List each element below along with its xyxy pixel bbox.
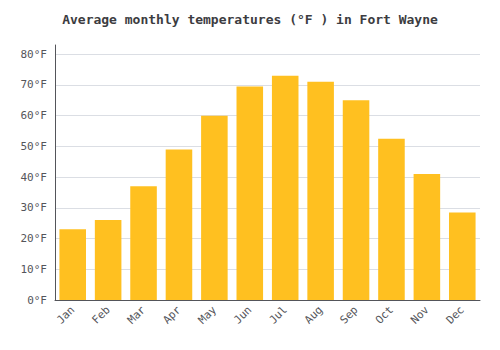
svg-text:Jun: Jun: [231, 303, 254, 326]
svg-text:Oct: Oct: [373, 303, 396, 326]
svg-text:Mar: Mar: [125, 303, 148, 326]
svg-text:Nov: Nov: [408, 303, 431, 326]
svg-text:Dec: Dec: [444, 303, 467, 326]
svg-text:50°F: 50°F: [21, 140, 48, 153]
svg-text:Jul: Jul: [267, 303, 290, 326]
svg-text:30°F: 30°F: [21, 201, 48, 214]
svg-text:70°F: 70°F: [21, 78, 48, 91]
svg-text:Jan: Jan: [54, 303, 77, 326]
svg-text:Aug: Aug: [302, 303, 325, 326]
svg-text:40°F: 40°F: [21, 171, 48, 184]
svg-text:Sep: Sep: [337, 303, 360, 326]
svg-text:20°F: 20°F: [21, 232, 48, 245]
svg-text:Apr: Apr: [160, 303, 183, 326]
svg-text:Feb: Feb: [89, 303, 112, 326]
svg-text:60°F: 60°F: [21, 109, 48, 122]
svg-text:0°F: 0°F: [27, 294, 47, 307]
svg-text:80°F: 80°F: [21, 48, 48, 61]
svg-text:Average monthly temperatures (: Average monthly temperatures (°F ) in Fo…: [62, 12, 438, 27]
svg-text:10°F: 10°F: [21, 263, 48, 276]
svg-text:May: May: [196, 303, 219, 326]
